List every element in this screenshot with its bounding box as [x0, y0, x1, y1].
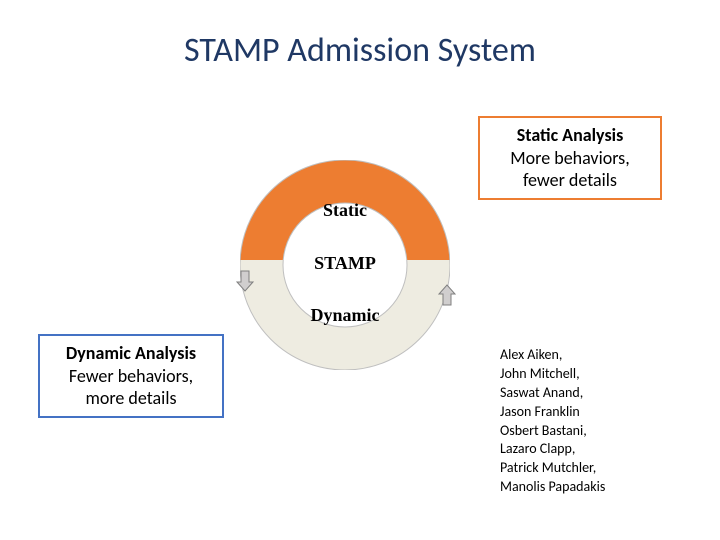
donut-label-static: Static	[240, 200, 450, 221]
callout-static-analysis: Static Analysis More behaviors, fewer de…	[478, 116, 662, 200]
authors-list: Alex Aiken,John Mitchell,Saswat Anand,Ja…	[500, 346, 605, 497]
callout-static-heading: Static Analysis	[490, 124, 650, 147]
callout-static-body: More behaviors, fewer details	[490, 147, 650, 192]
arrow-up-icon	[438, 284, 456, 306]
arrow-down-icon	[236, 270, 254, 292]
callout-dynamic-analysis: Dynamic Analysis Fewer behaviors, more d…	[38, 334, 224, 418]
donut-label-center: STAMP	[240, 253, 450, 274]
donut-label-dynamic: Dynamic	[240, 305, 450, 326]
page-title: STAMP Admission System	[0, 30, 720, 71]
stamp-donut: Static STAMP Dynamic	[240, 160, 450, 370]
callout-dynamic-body: Fewer behaviors, more details	[50, 365, 212, 410]
callout-dynamic-heading: Dynamic Analysis	[50, 342, 212, 365]
